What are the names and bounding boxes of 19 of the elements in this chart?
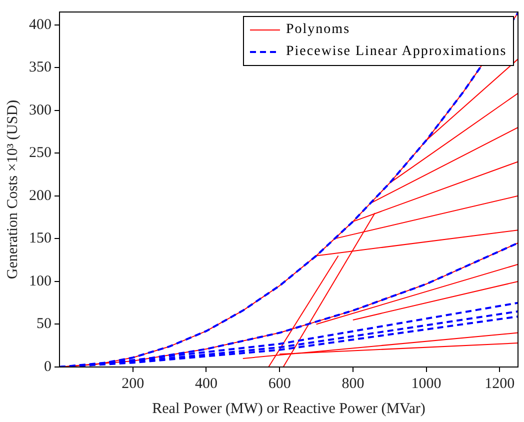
x-tick-label: 200 bbox=[122, 376, 144, 392]
y-tick-label: 50 bbox=[36, 316, 52, 332]
x-tick-label: 400 bbox=[194, 376, 218, 392]
y-tick-label: 400 bbox=[29, 16, 52, 33]
legend-label: Polynoms bbox=[286, 21, 350, 39]
y-tick-label: 200 bbox=[29, 188, 52, 204]
y-tick-label: 0 bbox=[44, 358, 52, 375]
legend-label: Piecewise Linear Approximations bbox=[286, 43, 507, 61]
x-tick-label: 800 bbox=[342, 376, 364, 392]
x-tick-label: 1000 bbox=[411, 376, 442, 392]
x-tick-label: 1200 bbox=[484, 376, 515, 392]
y-tick-label: 300 bbox=[29, 102, 52, 118]
y-tick-label: 250 bbox=[29, 145, 52, 162]
x-axis-title: Real Power (MW) or Reactive Power (MVar) bbox=[152, 400, 426, 417]
y-axis-title: Generation Costs ×10³ (USD) bbox=[4, 100, 21, 280]
x-tick-label: 600 bbox=[268, 376, 291, 392]
y-tick-label: 350 bbox=[29, 60, 52, 76]
y-tick-label: 150 bbox=[29, 230, 52, 247]
y-tick-label: 100 bbox=[29, 273, 52, 290]
